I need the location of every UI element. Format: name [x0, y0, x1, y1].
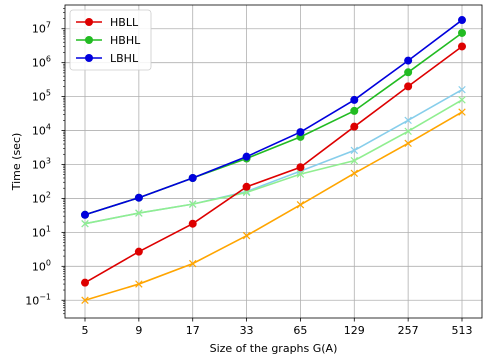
- data-point: [134, 247, 143, 256]
- data-point: [242, 188, 251, 197]
- legend-item-lbhl: LBHL: [76, 52, 139, 65]
- data-point: [350, 95, 359, 104]
- data-point: [350, 156, 359, 165]
- legend-swatch-marker: [85, 54, 93, 62]
- legend-swatch-marker: [85, 18, 93, 26]
- data-point: [458, 16, 466, 25]
- data-point: [350, 146, 359, 155]
- data-point: [81, 210, 89, 219]
- data-point: [135, 280, 143, 288]
- data-point: [350, 169, 359, 178]
- x-axis-label: Size of the graphs G(A): [210, 342, 338, 355]
- series-line: [84, 111, 463, 302]
- data-point: [458, 108, 466, 116]
- y-tick-label: 101: [32, 224, 51, 239]
- series-line: [84, 99, 463, 225]
- data-point: [350, 106, 359, 115]
- x-tick-label: 513: [452, 324, 473, 337]
- data-point: [296, 163, 305, 172]
- plot-frame: [64, 4, 483, 319]
- legend-label: HBLL: [110, 16, 139, 29]
- series-line: [84, 88, 463, 225]
- series-layer: [81, 16, 466, 304]
- data-point: [404, 56, 413, 65]
- data-point: [458, 96, 466, 104]
- data-point: [296, 201, 305, 209]
- data-point: [81, 219, 89, 228]
- data-point: [242, 182, 251, 191]
- data-point: [458, 42, 466, 51]
- data-point: [350, 122, 359, 131]
- x-tick-label: 5: [82, 324, 89, 337]
- data-point: [404, 82, 413, 91]
- legend-item-hbhl: HBHL: [76, 34, 141, 47]
- series-line: [84, 45, 463, 284]
- series-unlabeled-5: [81, 108, 466, 304]
- y-tick-label: 107: [32, 21, 51, 36]
- series-lbhl: [81, 16, 466, 219]
- x-axis: 5 9 17 33 65 129 257 513: [82, 318, 473, 337]
- x-tick-label: 129: [344, 324, 365, 337]
- data-point: [296, 170, 305, 178]
- x-tick-label: 9: [135, 324, 142, 337]
- y-tick-label: 10−1: [25, 292, 51, 307]
- data-point: [81, 296, 89, 304]
- data-point: [404, 127, 412, 136]
- data-point: [242, 231, 251, 240]
- legend-swatch-marker: [85, 36, 93, 44]
- data-point: [458, 28, 466, 37]
- y-axis: 10−1 100 101 102 103 104 105 106 107: [25, 7, 65, 315]
- y-tick-label: 106: [32, 55, 51, 70]
- y-tick-label: 105: [32, 89, 51, 104]
- y-tick-label: 100: [32, 258, 51, 273]
- legend: HBLL HBHL LBHL: [69, 9, 152, 71]
- data-point: [134, 193, 143, 202]
- series-hbll: [81, 42, 466, 287]
- y-tick-label: 104: [32, 123, 51, 138]
- data-point: [242, 152, 251, 161]
- data-point: [188, 173, 197, 182]
- data-point: [81, 278, 89, 287]
- x-tick-label: 65: [293, 324, 307, 337]
- x-tick-label: 257: [398, 324, 419, 337]
- data-point: [296, 128, 305, 137]
- data-point: [404, 68, 413, 77]
- data-point: [135, 209, 143, 217]
- data-point: [188, 219, 197, 228]
- y-tick-label: 103: [32, 156, 51, 171]
- y-tick-label: 102: [32, 190, 51, 205]
- legend-item-hbll: HBLL: [76, 16, 139, 29]
- data-point: [188, 259, 197, 268]
- series-unlabeled-4: [81, 96, 466, 228]
- legend-label: HBHL: [110, 34, 141, 47]
- y-axis-label: Time (sec): [10, 133, 23, 192]
- legend-label: LBHL: [110, 52, 139, 65]
- data-point: [404, 116, 412, 125]
- data-point: [404, 139, 412, 148]
- x-tick-label: 17: [186, 324, 200, 337]
- data-point: [188, 200, 197, 208]
- series-line: [84, 19, 463, 216]
- x-tick-label: 33: [240, 324, 254, 337]
- data-point: [458, 85, 466, 94]
